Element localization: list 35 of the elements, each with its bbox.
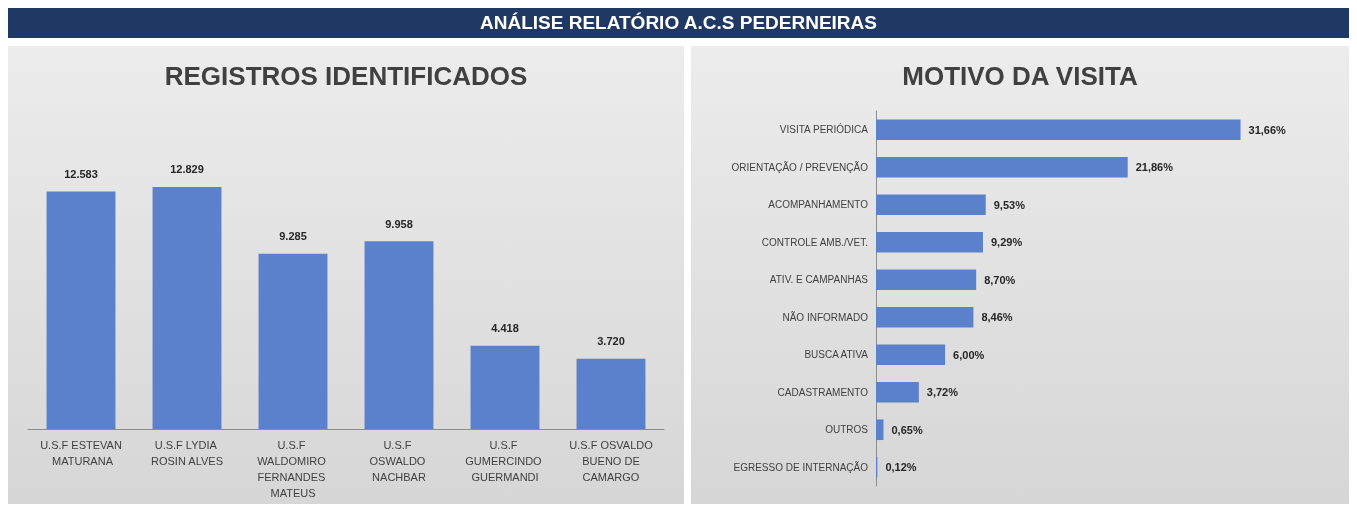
x-tick-label: U.S.F ESTEVAN MATURANA [40,439,122,467]
data-label: 9,53% [993,198,1026,211]
y-tick-label: EGRESSO DE INTERNAÇÃO [733,460,869,473]
data-label: 3.720 [597,335,625,348]
data-label: 3,72% [926,386,959,399]
data-label: 21,86% [1135,161,1174,174]
y-tick-label: ATIV. E CAMPANHAS [769,274,869,286]
data-label: 8,70% [984,273,1016,286]
y-tick-label: CADASTRAMENTO [777,386,869,398]
x-tick-label: U.S.F OSVALDO BUENO DE CAMARGO [569,439,654,483]
data-label: 9.285 [279,230,307,243]
chart-title: MOTIVO DA VISITA [902,61,1138,91]
data-label: 12.829 [170,163,204,176]
y-tick-label: VISITA PERIÓDICA [779,123,869,136]
x-tick-label: U.S.F OSWALDO NACHBAR [369,439,429,483]
data-label: 31,66% [1248,123,1287,136]
text: ANÁLISE RELATÓRIO A.C.S PEDERNEIRAS [8,8,1349,38]
x-tick-label: U.S.F GUMERCINDO GUERMANDI [465,439,545,483]
data-label: 9,29% [990,236,1023,249]
y-tick-label: NÃO INFORMADO [782,310,869,323]
x-tick-label: U.S.F WALDOMIRO FERNANDES MATEUS [257,439,329,499]
data-label: 12.583 [64,168,98,181]
data-label: 4.418 [491,322,519,335]
data-label: 8,46% [981,311,1013,324]
data-label: 9.958 [385,217,413,230]
data-label: 6,00% [953,348,985,361]
y-tick-label: ORIENTAÇÃO / PREVENÇÃO [731,160,869,173]
data-label: 0,12% [885,461,917,474]
y-tick-label: BUSCA ATIVA [804,349,869,361]
data-label: 0,65% [891,423,923,436]
y-tick-label: OUTROS [825,424,869,436]
y-tick-label: CONTROLE AMB./VET. [761,236,868,248]
chart-title: REGISTROS IDENTIFICADOS [164,61,528,91]
y-tick-label: ACOMPANHAMENTO [768,199,869,211]
x-tick-label: U.S.F LYDIA ROSIN ALVES [151,439,223,467]
